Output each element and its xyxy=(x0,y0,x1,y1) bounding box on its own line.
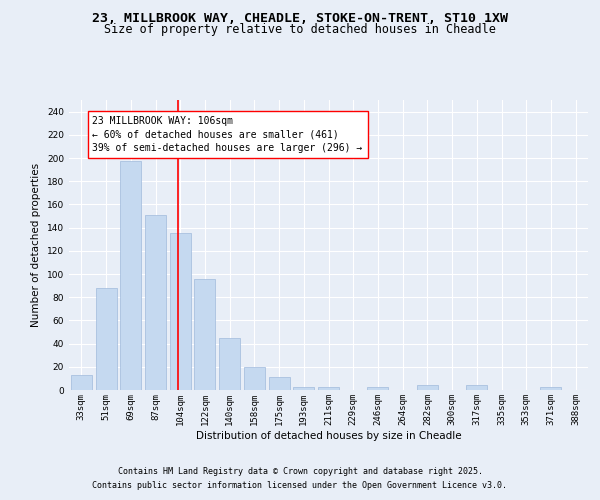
Bar xyxy=(95,288,116,390)
Y-axis label: Number of detached properties: Number of detached properties xyxy=(31,163,41,327)
Text: 23, MILLBROOK WAY, CHEADLE, STOKE-ON-TRENT, ST10 1XW: 23, MILLBROOK WAY, CHEADLE, STOKE-ON-TRE… xyxy=(92,12,508,26)
Bar xyxy=(145,215,166,390)
Bar xyxy=(170,234,191,390)
Bar xyxy=(367,386,388,390)
Bar xyxy=(71,375,92,390)
Bar xyxy=(318,386,339,390)
Text: 23 MILLBROOK WAY: 106sqm
← 60% of detached houses are smaller (461)
39% of semi-: 23 MILLBROOK WAY: 106sqm ← 60% of detach… xyxy=(92,116,363,152)
X-axis label: Distribution of detached houses by size in Cheadle: Distribution of detached houses by size … xyxy=(196,430,461,440)
Bar xyxy=(219,338,240,390)
Text: Contains public sector information licensed under the Open Government Licence v3: Contains public sector information licen… xyxy=(92,481,508,490)
Bar xyxy=(244,367,265,390)
Bar xyxy=(120,162,141,390)
Text: Size of property relative to detached houses in Cheadle: Size of property relative to detached ho… xyxy=(104,22,496,36)
Bar xyxy=(541,386,562,390)
Bar xyxy=(194,278,215,390)
Bar xyxy=(466,386,487,390)
Text: Contains HM Land Registry data © Crown copyright and database right 2025.: Contains HM Land Registry data © Crown c… xyxy=(118,467,482,476)
Bar xyxy=(293,386,314,390)
Bar xyxy=(269,377,290,390)
Bar xyxy=(417,386,438,390)
